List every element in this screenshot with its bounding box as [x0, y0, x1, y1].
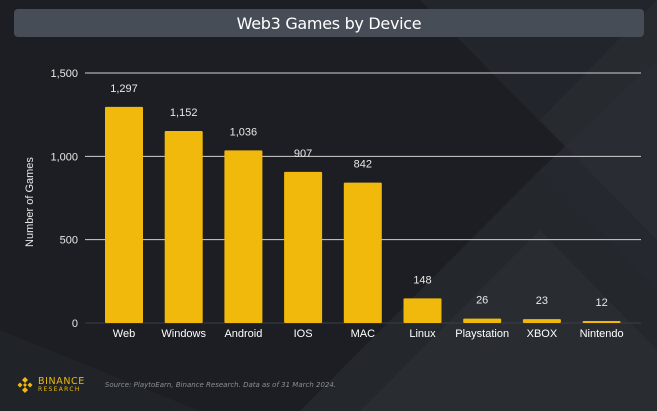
bar-web — [105, 106, 143, 323]
bar-mac — [343, 182, 382, 323]
value-label-windows: 1,152 — [170, 107, 198, 119]
x-tick-label-android: Android — [224, 328, 262, 340]
y-axis-ticks: 0 500 1,000 1,500 — [50, 68, 78, 330]
x-tick-label-linux: Linux — [409, 328, 436, 340]
x-tick-label-xbox: XBOX — [527, 328, 558, 340]
y-tick-label: 0 — [72, 318, 78, 330]
x-tick-label-ios: IOS — [294, 328, 313, 340]
value-label-nintendo: 12 — [595, 297, 607, 309]
bar-xbox — [522, 319, 561, 323]
y-axis-title: Number of Games — [24, 157, 36, 247]
y-tick-label: 1,000 — [50, 151, 78, 163]
title-bar: Web3 Games by Device — [14, 9, 644, 37]
bar-playstation — [463, 318, 502, 323]
logo-main-text: BINANCE — [38, 375, 85, 387]
value-label-playstation: 26 — [476, 295, 488, 307]
source-note: Source: PlaytoEarn, Binance Research. Da… — [104, 381, 337, 389]
bars — [105, 106, 621, 323]
y-tick-label: 500 — [60, 235, 78, 247]
y-tick-label: 1,500 — [50, 68, 78, 80]
value-labels: 1,297 1,152 1,036 907 842 148 26 23 12 — [110, 83, 607, 309]
x-tick-label-web: Web — [113, 328, 135, 340]
x-tick-label-nintendo: Nintendo — [580, 328, 624, 340]
logo-sub-text: RESEARCH — [38, 386, 81, 394]
bar-ios — [284, 171, 323, 323]
x-tick-label-mac: MAC — [351, 328, 376, 340]
value-label-ios: 907 — [294, 148, 312, 160]
chart-title: Web3 Games by Device — [236, 13, 422, 33]
value-label-xbox: 23 — [536, 295, 548, 307]
value-label-linux: 148 — [413, 274, 431, 286]
binance-research-logo: BINANCE RESEARCH — [16, 376, 85, 394]
binance-diamond-icon — [17, 377, 33, 393]
x-axis-labels: Web Windows Android IOS MAC Linux Playstation X… — [113, 328, 624, 340]
bar-nintendo — [582, 321, 621, 323]
value-label-mac: 842 — [354, 159, 372, 171]
bar-windows — [164, 131, 203, 323]
value-label-android: 1,036 — [230, 126, 258, 138]
bar-linux — [403, 298, 442, 323]
x-tick-label-playstation: Playstation — [455, 328, 509, 340]
value-label-web: 1,297 — [110, 83, 138, 95]
x-tick-label-windows: Windows — [161, 328, 206, 340]
footer: BINANCE RESEARCH Source: PlaytoEarn, Bin… — [16, 374, 336, 396]
bar-android — [224, 150, 263, 323]
